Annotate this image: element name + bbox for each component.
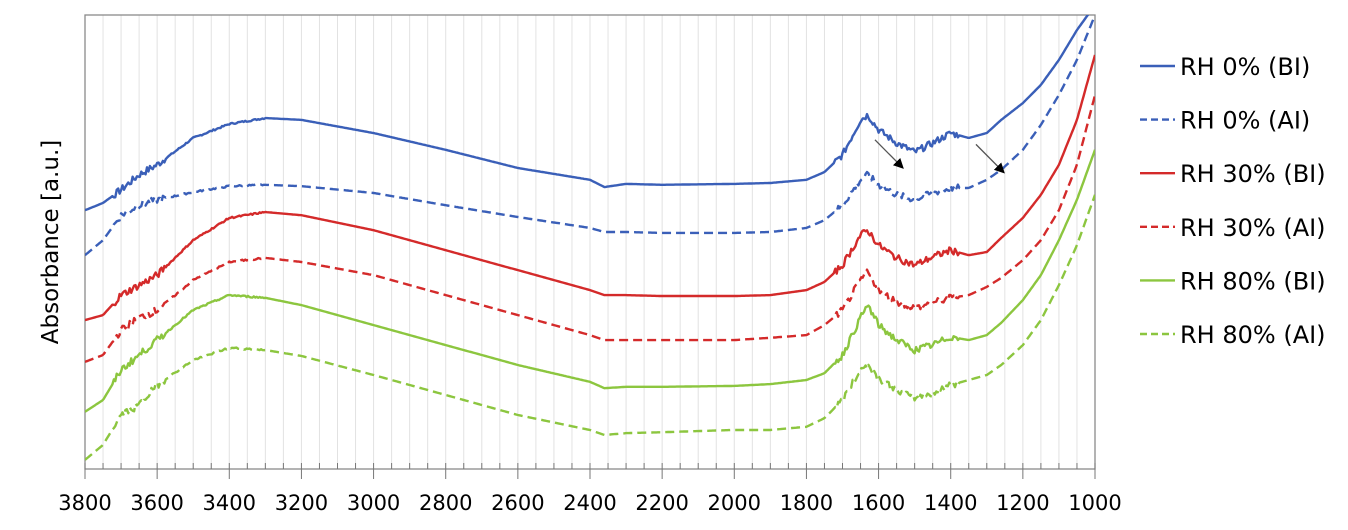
legend-label: RH 0% (AI) [1180,107,1310,135]
x-tick-label: 3800 [58,491,111,515]
legend-item: RH 30% (AI) [1140,214,1326,242]
legend-label: RH 80% (BI) [1180,267,1326,295]
legend-label: RH 30% (BI) [1180,160,1326,188]
x-tick-label: 3600 [130,491,183,515]
arrow-annotations [874,139,1005,174]
series-line-0 [85,15,1090,212]
legend-label: RH 80% (AI) [1180,321,1326,349]
legend-item: RH 0% (BI) [1140,53,1310,81]
x-tick-label: 1600 [852,491,905,515]
legend-item: RH 30% (BI) [1140,160,1326,188]
series-line-3 [85,94,1095,364]
series-lines [85,15,1095,461]
x-tick-label: 1200 [996,491,1049,515]
x-tick-label: 2400 [563,491,616,515]
x-tick-label: 2000 [708,491,761,515]
legend-label: RH 30% (AI) [1180,214,1326,242]
x-tick-label: 2600 [491,491,544,515]
legend-item: RH 0% (AI) [1140,107,1310,135]
arrow-annotation-0 [874,139,904,169]
x-tick-label: 1400 [924,491,977,515]
y-axis-title: Absorbance [a.u.] [38,140,64,344]
arrow-annotation-1 [975,143,1005,174]
series-line-5 [85,194,1095,461]
x-tick-label: 2800 [419,491,472,515]
series-line-4 [85,149,1095,413]
series-line-2 [85,54,1095,322]
legend-label: RH 0% (BI) [1180,53,1310,81]
gridlines [102,15,1078,469]
x-tick-label: 3200 [275,491,328,515]
x-axis-ticks [84,463,1096,479]
x-tick-label: 1000 [1068,491,1121,515]
x-tick-label: 2200 [635,491,688,515]
legend-item: RH 80% (BI) [1140,267,1326,295]
x-tick-label: 3000 [347,491,400,515]
legend-item: RH 80% (AI) [1140,321,1326,349]
series-line-1 [85,15,1095,257]
x-axis-tick-labels: 3800 3600 3400 3200 3000 2800 2600 2400 2200 2000… [58,491,1121,515]
x-tick-label: 1800 [780,491,833,515]
legend: RH 0% (BI) RH 0% (AI) RH 30% (BI) RH 30% (A… [1140,53,1326,349]
x-tick-label: 3400 [203,491,256,515]
